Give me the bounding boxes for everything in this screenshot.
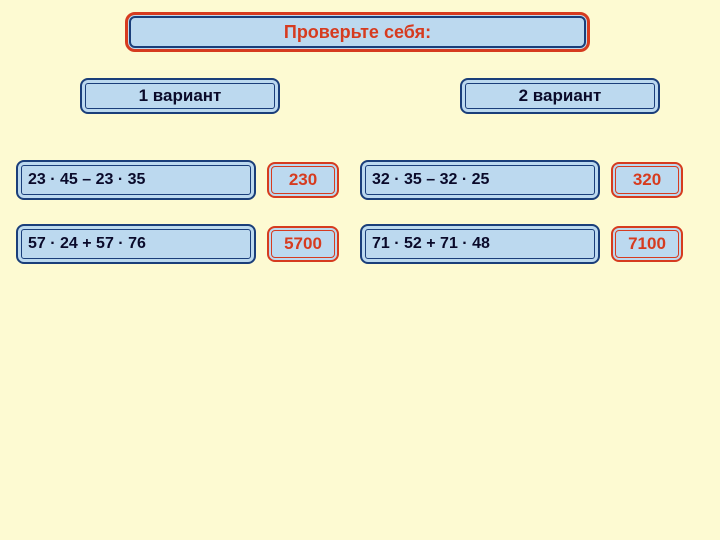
ans-box-r2-left: 5700 bbox=[267, 226, 339, 262]
expr-text: 32 · 35 – 32 · 25 bbox=[372, 171, 489, 189]
variant-2-box: 2 вариант bbox=[460, 78, 660, 114]
expr-box-r1-left: 23 · 45 – 23 · 35 bbox=[16, 160, 256, 200]
ans-box-r1-right: 320 bbox=[611, 162, 683, 198]
title-text: Проверьте себя: bbox=[284, 22, 431, 43]
expr-box-r1-right: 32 · 35 – 32 · 25 bbox=[360, 160, 600, 200]
expr-text: 71 · 52 + 71 · 48 bbox=[372, 235, 490, 253]
variant-1-label: 1 вариант bbox=[139, 86, 222, 106]
ans-box-r1-left: 230 bbox=[267, 162, 339, 198]
title-box: Проверьте себя: bbox=[125, 12, 590, 52]
ans-text: 230 bbox=[289, 170, 317, 190]
ans-text: 5700 bbox=[284, 234, 322, 254]
expr-box-r2-right: 71 · 52 + 71 · 48 bbox=[360, 224, 600, 264]
variant-1-box: 1 вариант bbox=[80, 78, 280, 114]
variant-2-label: 2 вариант bbox=[519, 86, 602, 106]
expr-text: 23 · 45 – 23 · 35 bbox=[28, 171, 145, 189]
ans-text: 7100 bbox=[628, 234, 666, 254]
expr-box-r2-left: 57 · 24 + 57 · 76 bbox=[16, 224, 256, 264]
ans-text: 320 bbox=[633, 170, 661, 190]
expr-text: 57 · 24 + 57 · 76 bbox=[28, 235, 146, 253]
ans-box-r2-right: 7100 bbox=[611, 226, 683, 262]
